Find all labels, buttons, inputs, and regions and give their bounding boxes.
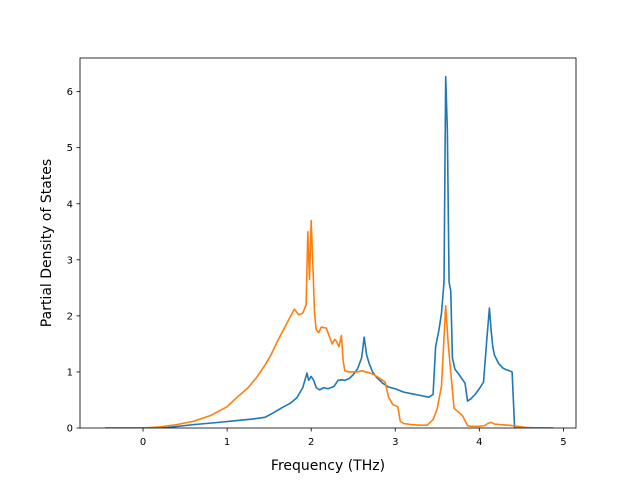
- series-line-2: [105, 219, 554, 428]
- y-tick-label: 1: [67, 367, 73, 378]
- x-tick-label: 1: [224, 437, 230, 448]
- series-line-1: [105, 75, 554, 428]
- y-axis-label: Partial Density of States: [39, 159, 55, 327]
- y-tick-label: 4: [67, 199, 73, 210]
- y-tick-label: 3: [67, 255, 73, 266]
- y-axis: 0 1 2 3 4 5 6: [67, 87, 80, 435]
- x-tick-label: 2: [308, 437, 314, 448]
- y-tick-label: 2: [67, 311, 73, 322]
- y-tick-label: 0: [67, 424, 73, 435]
- x-tick-label: 4: [476, 437, 482, 448]
- x-axis: 0 1 2 3 4 5: [140, 428, 567, 448]
- y-tick-label: 5: [67, 143, 73, 154]
- y-tick-label: 6: [67, 87, 73, 98]
- plot-frame: [79, 57, 577, 429]
- x-axis-label: Frequency (THz): [271, 458, 385, 474]
- x-tick-label: 3: [392, 437, 398, 448]
- x-tick-label: 0: [140, 437, 146, 448]
- series-layer: [105, 75, 554, 428]
- x-tick-label: 5: [560, 437, 566, 448]
